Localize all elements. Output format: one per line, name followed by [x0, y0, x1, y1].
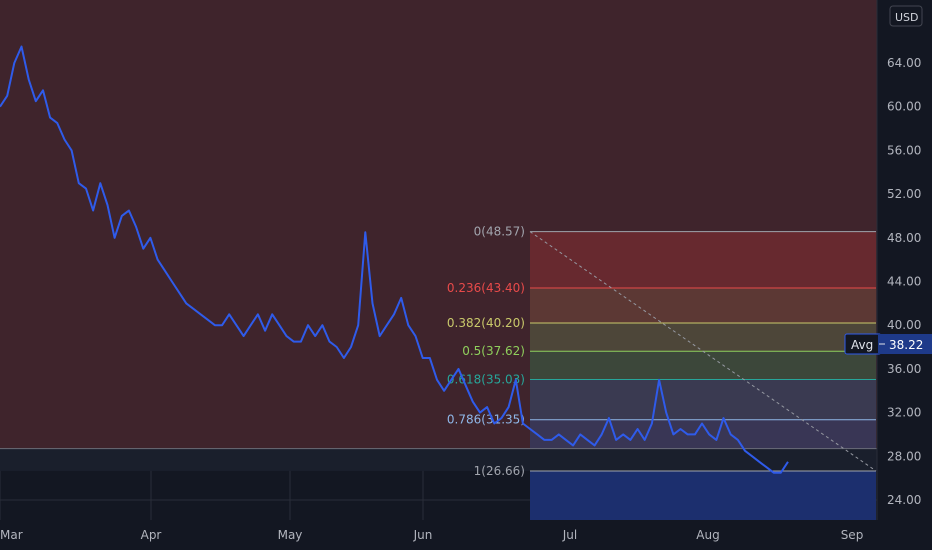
fib-level-label: 0.618(35.03) — [447, 372, 525, 386]
fib-band — [530, 379, 876, 420]
y-axis-labels: 24.00 28.00 32.00 36.00 40.00 44.00 48.00 52.00… — [887, 56, 921, 507]
x-tick-label: Apr — [141, 528, 162, 542]
y-tick-label: 40.00 — [887, 318, 921, 332]
avg-badge: Avg 38.22 — [844, 333, 932, 355]
fib-level-label: 0.236(43.40) — [447, 281, 525, 295]
avg-value-box — [878, 334, 932, 354]
y-tick-label: 28.00 — [887, 449, 921, 463]
y-tick-label: 24.00 — [887, 493, 921, 507]
price-line — [0, 45, 789, 474]
y-tick-label: 64.00 — [887, 56, 921, 70]
avg-value: 38.22 — [889, 338, 923, 352]
fib-band — [530, 288, 876, 324]
fib-extension-zone — [530, 470, 876, 520]
fibonacci-retracement[interactable]: 0(48.57) 0.236(43.40) 0.382(40.20) 0.5(37.6… — [0, 225, 877, 520]
x-tick-label: Sep — [841, 528, 864, 542]
currency-label: USD — [895, 11, 919, 24]
fib-level-label: 0(48.57) — [474, 225, 525, 239]
fib-band — [530, 323, 876, 352]
x-tick-label: Jul — [562, 528, 577, 542]
y-tick-label: 44.00 — [887, 275, 921, 289]
fib-level-label: 0.786(31.35) — [447, 413, 525, 427]
x-tick-label: Aug — [696, 528, 719, 542]
fib-trend-line[interactable] — [529, 231, 877, 472]
y-tick-label: 48.00 — [887, 231, 921, 245]
x-tick-label: Jun — [413, 528, 433, 542]
currency-box[interactable] — [889, 5, 923, 27]
y-tick-label: 56.00 — [887, 143, 921, 157]
currency-badge[interactable]: USD — [889, 5, 923, 27]
x-tick-label: Mar — [0, 528, 23, 542]
avg-label: Avg — [851, 338, 873, 352]
y-tick-label: 36.00 — [887, 362, 921, 376]
price-axis[interactable] — [877, 0, 932, 550]
y-tick-label: 32.00 — [887, 406, 921, 420]
price-series — [0, 45, 789, 474]
x-tick-label: May — [278, 528, 303, 542]
x-axis-labels: Mar Apr May Jun Jul Aug Sep — [0, 528, 863, 542]
fib-level-label: 1(26.66) — [474, 464, 525, 478]
fib-level-label: 0.382(40.20) — [447, 316, 525, 330]
y-tick-label: 52.00 — [887, 187, 921, 201]
fib-level-label: 0.5(37.62) — [462, 344, 525, 358]
y-tick-label: 60.00 — [887, 100, 921, 114]
fib-band — [530, 231, 876, 289]
fib-band — [530, 351, 876, 380]
range-highlight — [0, 448, 877, 471]
